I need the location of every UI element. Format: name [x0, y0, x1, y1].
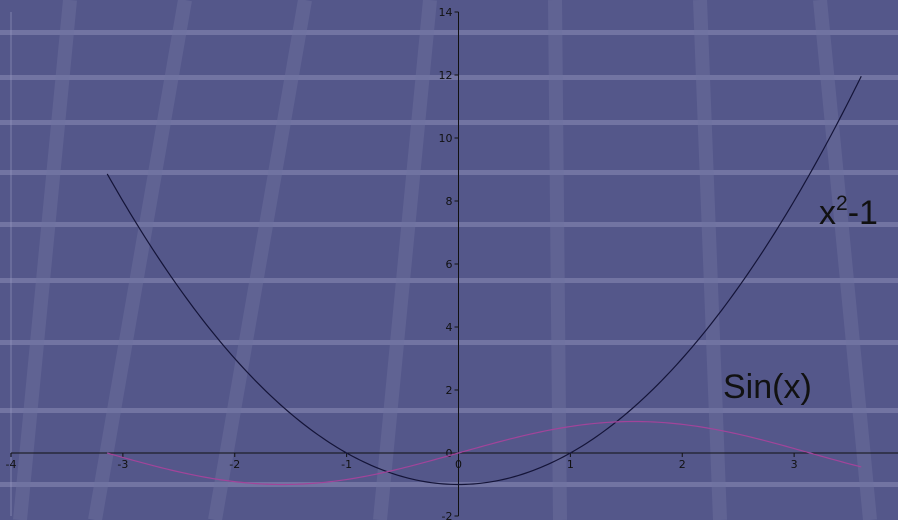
background-band [0, 222, 898, 227]
background-band [0, 408, 898, 413]
background-band [0, 75, 898, 80]
y-tick-label: 10 [439, 132, 453, 145]
x-tick-label: -4 [6, 458, 17, 471]
annotations: x2-1 Sin(x) [723, 192, 878, 406]
y-tick-label: 4 [446, 321, 453, 334]
y-tick-label: 6 [446, 258, 453, 271]
x-tick-label: -1 [341, 458, 352, 471]
x-tick-label: 0 [455, 458, 462, 471]
background-band [0, 120, 898, 125]
y-tick-label: 12 [439, 69, 453, 82]
x-tick-label: 2 [679, 458, 686, 471]
y-tick-label: 2 [446, 384, 453, 397]
y-tick-label: -2 [442, 510, 453, 520]
background-band [0, 278, 898, 283]
parabola-label-exponent: 2 [836, 192, 848, 215]
parabola-label-tail: -1 [848, 194, 878, 232]
parabola-label-base: x [819, 194, 836, 232]
background-stripe [88, 0, 192, 520]
x-tick-label: -3 [117, 458, 128, 471]
background-stripe [373, 0, 437, 520]
x-tick-label: 3 [791, 458, 798, 471]
y-tick-label: 8 [446, 195, 453, 208]
y-tick-label: 14 [439, 6, 453, 19]
sine-series-line [107, 420, 862, 486]
y-tick-label: 0 [446, 447, 453, 460]
background-stripe [548, 0, 567, 520]
y-axis-ticks: -2 0 2 4 6 8 10 12 14 [439, 6, 459, 520]
background-stripe [208, 0, 312, 520]
background-band [0, 340, 898, 345]
background-stripe [693, 0, 727, 520]
background-stripe [13, 0, 77, 520]
x-tick-label: -2 [229, 458, 240, 471]
background-stripe [813, 0, 877, 520]
background-band [0, 30, 898, 35]
sine-label: Sin(x) [723, 368, 812, 406]
series [106, 75, 862, 486]
parabola-label: x2-1 [819, 192, 878, 232]
parabola-series-line [106, 75, 862, 486]
background-band [0, 170, 898, 175]
x-tick-label: 1 [567, 458, 574, 471]
